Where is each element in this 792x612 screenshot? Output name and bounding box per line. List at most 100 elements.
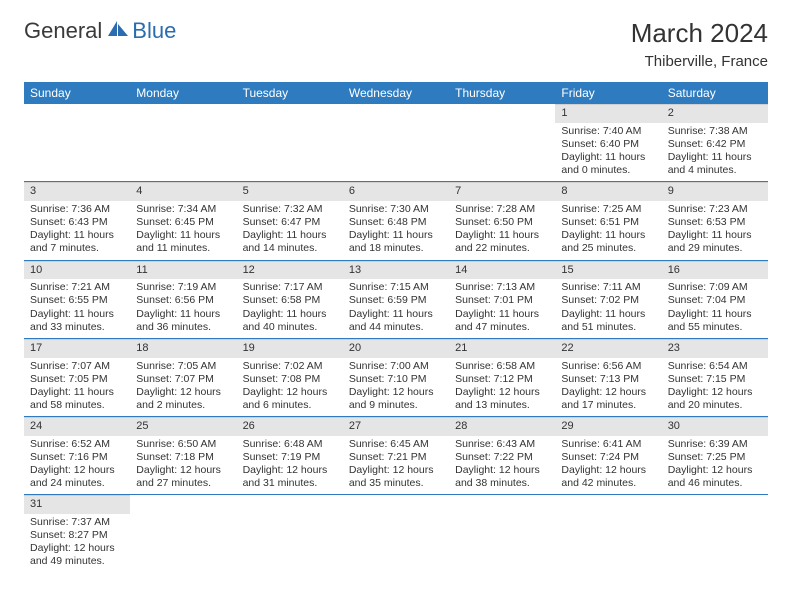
day-detail-line: and 20 minutes. <box>668 399 762 412</box>
day-detail-line: Daylight: 11 hours <box>561 229 655 242</box>
day-detail-line: Sunrise: 7:23 AM <box>668 203 762 216</box>
calendar-day-cell <box>237 104 343 182</box>
weekday-header: Friday <box>555 82 661 104</box>
day-details: Sunrise: 7:28 AMSunset: 6:50 PMDaylight:… <box>449 201 555 260</box>
day-detail-line: Sunrise: 7:40 AM <box>561 125 655 138</box>
day-number: 17 <box>24 339 130 358</box>
calendar-day-cell: 15Sunrise: 7:11 AMSunset: 7:02 PMDayligh… <box>555 260 661 338</box>
calendar-day-cell: 24Sunrise: 6:52 AMSunset: 7:16 PMDayligh… <box>24 417 130 495</box>
day-detail-line: Sunrise: 7:09 AM <box>668 281 762 294</box>
day-detail-line: Daylight: 11 hours <box>455 229 549 242</box>
day-detail-line: Sunrise: 6:45 AM <box>349 438 443 451</box>
day-detail-line: Sunrise: 6:43 AM <box>455 438 549 451</box>
day-number: 15 <box>555 261 661 280</box>
day-details: Sunrise: 7:23 AMSunset: 6:53 PMDaylight:… <box>662 201 768 260</box>
day-details: Sunrise: 6:45 AMSunset: 7:21 PMDaylight:… <box>343 436 449 495</box>
day-detail-line: Sunrise: 7:15 AM <box>349 281 443 294</box>
day-detail-line: and 13 minutes. <box>455 399 549 412</box>
day-detail-line: Daylight: 11 hours <box>349 308 443 321</box>
day-details: Sunrise: 6:50 AMSunset: 7:18 PMDaylight:… <box>130 436 236 495</box>
weekday-header: Wednesday <box>343 82 449 104</box>
weekday-header-row: Sunday Monday Tuesday Wednesday Thursday… <box>24 82 768 104</box>
month-title: March 2024 <box>631 18 768 49</box>
day-number: 28 <box>449 417 555 436</box>
day-detail-line: and 9 minutes. <box>349 399 443 412</box>
day-detail-line: Sunrise: 7:36 AM <box>30 203 124 216</box>
day-number: 2 <box>662 104 768 123</box>
day-detail-line: and 2 minutes. <box>136 399 230 412</box>
calendar-day-cell: 10Sunrise: 7:21 AMSunset: 6:55 PMDayligh… <box>24 260 130 338</box>
day-detail-line: Sunset: 6:48 PM <box>349 216 443 229</box>
day-detail-line: Daylight: 11 hours <box>30 229 124 242</box>
calendar-day-cell <box>343 104 449 182</box>
day-number: 3 <box>24 182 130 201</box>
day-number: 27 <box>343 417 449 436</box>
day-number: 13 <box>343 261 449 280</box>
weekday-header: Tuesday <box>237 82 343 104</box>
day-detail-line: and 22 minutes. <box>455 242 549 255</box>
day-details: Sunrise: 7:37 AMSunset: 8:27 PMDaylight:… <box>24 514 130 573</box>
day-detail-line: and 14 minutes. <box>243 242 337 255</box>
day-detail-line: Daylight: 11 hours <box>668 151 762 164</box>
day-number: 26 <box>237 417 343 436</box>
day-details: Sunrise: 6:54 AMSunset: 7:15 PMDaylight:… <box>662 358 768 417</box>
day-detail-line: Sunset: 7:04 PM <box>668 294 762 307</box>
day-details: Sunrise: 7:25 AMSunset: 6:51 PMDaylight:… <box>555 201 661 260</box>
day-detail-line: and 38 minutes. <box>455 477 549 490</box>
day-detail-line: Daylight: 12 hours <box>136 386 230 399</box>
day-detail-line: Sunset: 7:05 PM <box>30 373 124 386</box>
title-block: March 2024 Thiberville, France <box>631 18 768 70</box>
day-details: Sunrise: 7:17 AMSunset: 6:58 PMDaylight:… <box>237 279 343 338</box>
day-detail-line: and 6 minutes. <box>243 399 337 412</box>
day-number: 29 <box>555 417 661 436</box>
day-number: 10 <box>24 261 130 280</box>
day-number: 4 <box>130 182 236 201</box>
day-detail-line: Daylight: 12 hours <box>136 464 230 477</box>
day-detail-line: Sunrise: 6:58 AM <box>455 360 549 373</box>
day-detail-line: Sunset: 6:47 PM <box>243 216 337 229</box>
day-detail-line: Sunrise: 7:32 AM <box>243 203 337 216</box>
day-detail-line: and 49 minutes. <box>30 555 124 568</box>
day-details: Sunrise: 7:15 AMSunset: 6:59 PMDaylight:… <box>343 279 449 338</box>
day-detail-line: Sunrise: 6:56 AM <box>561 360 655 373</box>
calendar-day-cell: 29Sunrise: 6:41 AMSunset: 7:24 PMDayligh… <box>555 417 661 495</box>
day-detail-line: and 44 minutes. <box>349 321 443 334</box>
day-detail-line: Sunrise: 7:00 AM <box>349 360 443 373</box>
day-detail-line: Sunrise: 6:39 AM <box>668 438 762 451</box>
day-detail-line: Sunrise: 6:48 AM <box>243 438 337 451</box>
day-detail-line: Sunrise: 7:02 AM <box>243 360 337 373</box>
day-detail-line: Daylight: 11 hours <box>561 151 655 164</box>
day-detail-line: Daylight: 12 hours <box>243 386 337 399</box>
calendar-day-cell: 17Sunrise: 7:07 AMSunset: 7:05 PMDayligh… <box>24 338 130 416</box>
calendar-week-row: 31Sunrise: 7:37 AMSunset: 8:27 PMDayligh… <box>24 495 768 573</box>
day-number: 21 <box>449 339 555 358</box>
weekday-header: Monday <box>130 82 236 104</box>
day-detail-line: Sunrise: 7:13 AM <box>455 281 549 294</box>
day-detail-line: Sunrise: 7:30 AM <box>349 203 443 216</box>
day-detail-line: and 33 minutes. <box>30 321 124 334</box>
day-detail-line: Daylight: 11 hours <box>668 229 762 242</box>
calendar-day-cell: 31Sunrise: 7:37 AMSunset: 8:27 PMDayligh… <box>24 495 130 573</box>
day-detail-line: Sunrise: 7:17 AM <box>243 281 337 294</box>
calendar-week-row: 17Sunrise: 7:07 AMSunset: 7:05 PMDayligh… <box>24 338 768 416</box>
day-detail-line: Daylight: 12 hours <box>349 464 443 477</box>
day-detail-line: Sunrise: 7:21 AM <box>30 281 124 294</box>
day-detail-line: Sunset: 7:24 PM <box>561 451 655 464</box>
day-details: Sunrise: 7:36 AMSunset: 6:43 PMDaylight:… <box>24 201 130 260</box>
calendar-day-cell: 5Sunrise: 7:32 AMSunset: 6:47 PMDaylight… <box>237 182 343 260</box>
day-details: Sunrise: 7:09 AMSunset: 7:04 PMDaylight:… <box>662 279 768 338</box>
day-detail-line: Sunset: 7:18 PM <box>136 451 230 464</box>
day-detail-line: Sunset: 8:27 PM <box>30 529 124 542</box>
day-details: Sunrise: 6:39 AMSunset: 7:25 PMDaylight:… <box>662 436 768 495</box>
day-detail-line: Daylight: 12 hours <box>30 464 124 477</box>
day-number: 5 <box>237 182 343 201</box>
calendar-day-cell <box>662 495 768 573</box>
day-detail-line: Sunrise: 7:19 AM <box>136 281 230 294</box>
calendar-day-cell: 16Sunrise: 7:09 AMSunset: 7:04 PMDayligh… <box>662 260 768 338</box>
day-detail-line: and 51 minutes. <box>561 321 655 334</box>
day-number: 30 <box>662 417 768 436</box>
day-number: 24 <box>24 417 130 436</box>
day-detail-line: Sunrise: 7:38 AM <box>668 125 762 138</box>
day-details: Sunrise: 7:34 AMSunset: 6:45 PMDaylight:… <box>130 201 236 260</box>
day-detail-line: Sunset: 7:22 PM <box>455 451 549 464</box>
